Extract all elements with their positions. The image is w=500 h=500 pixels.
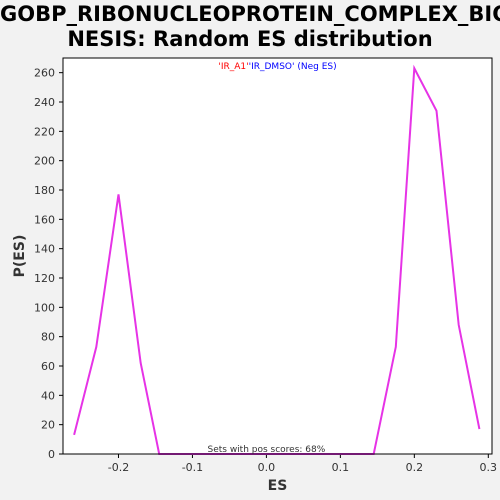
y-tick-label: 40 (41, 389, 55, 402)
x-axis-label: ES (268, 478, 288, 494)
legend-entry-ir-dmso: 'IR_DMSO' (Neg ES) (249, 62, 337, 72)
y-tick-label: 240 (34, 96, 55, 109)
x-tick-label: 0.0 (258, 461, 276, 474)
y-tick-label: 0 (48, 448, 55, 461)
x-tick-label: 0.3 (480, 461, 498, 474)
plot-area (63, 58, 492, 454)
y-tick-label: 120 (34, 272, 55, 285)
x-tick-label: -0.2 (108, 461, 129, 474)
chart-title-line-2: NESIS: Random ES distribution (67, 27, 433, 51)
y-tick-label: 260 (34, 67, 55, 80)
chart-legend: 'IR_A1''IR_DMSO' (Neg ES) (218, 62, 336, 72)
y-axis-label: P(ES) (12, 235, 28, 278)
y-tick-label: 220 (34, 125, 55, 138)
x-axis-ticks: -0.2 -0.1 0.0 0.1 0.2 0.3 (108, 454, 497, 474)
chart-title-line-1: GOBP_RIBONUCLEOPROTEIN_COMPLEX_BIOGE (0, 2, 500, 26)
x-tick-label: -0.1 (182, 461, 203, 474)
y-tick-label: 140 (34, 243, 55, 256)
y-axis-ticks: 0 20 40 60 80 100 120 140 160 180 200 220 240 260 (34, 67, 63, 461)
x-tick-label: 0.2 (406, 461, 424, 474)
y-tick-label: 100 (34, 301, 55, 314)
y-tick-label: 20 (41, 419, 55, 432)
x-tick-label: 0.1 (332, 461, 350, 474)
y-tick-label: 80 (41, 331, 55, 344)
pos-scores-annotation: Sets with pos scores: 68% (207, 445, 325, 455)
y-tick-label: 200 (34, 155, 55, 168)
legend-entry-ir-a1: 'IR_A1' (218, 62, 248, 72)
y-tick-label: 60 (41, 360, 55, 373)
y-tick-label: 160 (34, 213, 55, 226)
y-tick-label: 180 (34, 184, 55, 197)
plot-border (62, 57, 493, 455)
